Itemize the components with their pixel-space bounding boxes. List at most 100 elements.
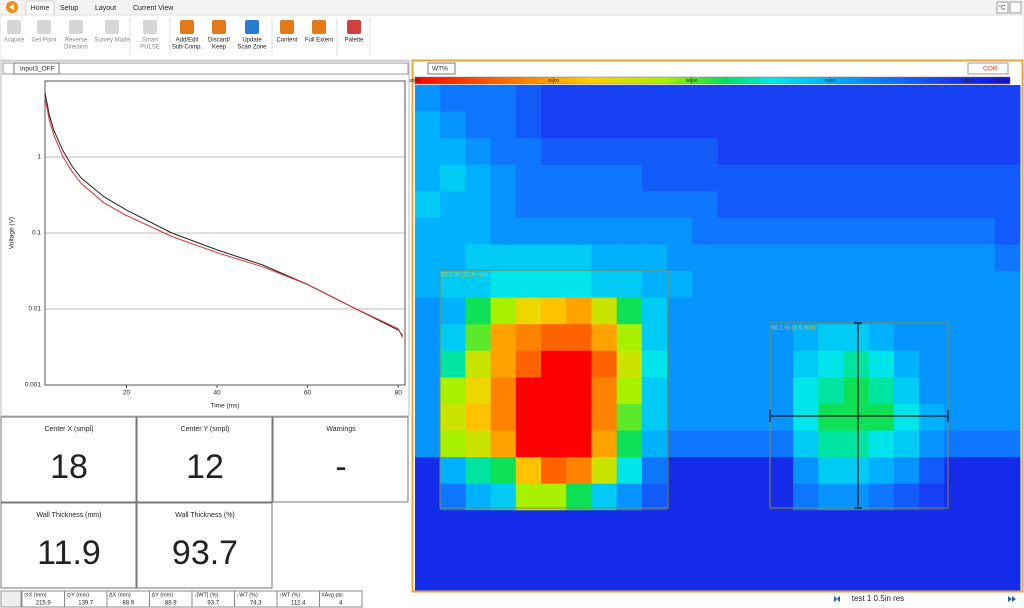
ribbon-button[interactable]: Content xyxy=(276,20,298,44)
heat-cell xyxy=(616,536,643,564)
heat-cell xyxy=(641,350,668,378)
heat-cell xyxy=(616,244,643,272)
heat-cell xyxy=(944,85,971,113)
heat-cell xyxy=(742,350,769,378)
heat-cell xyxy=(541,510,567,538)
tab[interactable]: Setup xyxy=(60,5,78,12)
heat-cell xyxy=(893,377,920,405)
heat-cell xyxy=(868,510,895,538)
heat-cell xyxy=(919,457,945,485)
heat-cell xyxy=(566,563,592,591)
measure-dropdown[interactable] xyxy=(427,62,456,75)
heat-cell xyxy=(591,430,618,458)
button-label: PULSE xyxy=(140,45,160,51)
heat-cell xyxy=(490,271,517,299)
x-axis-label: Time (ms) xyxy=(210,403,239,410)
heat-cell xyxy=(667,457,693,485)
heat-cell xyxy=(566,457,592,485)
heat-cell xyxy=(591,457,618,485)
heat-cell xyxy=(641,536,668,564)
heat-cell xyxy=(969,244,996,272)
heat-cell xyxy=(767,510,794,538)
heat-cell xyxy=(944,244,971,272)
heat-cell xyxy=(868,138,895,166)
heat-cell xyxy=(818,350,845,378)
heat-cell xyxy=(465,324,492,352)
ribbon-button[interactable]: Get Point xyxy=(31,20,57,44)
heat-cell xyxy=(818,85,845,113)
next-button[interactable] xyxy=(1008,596,1016,602)
heat-cell xyxy=(994,536,1021,564)
heat-cell xyxy=(893,536,920,564)
button-label: Discard/ xyxy=(208,38,230,44)
cor-button[interactable] xyxy=(967,62,1009,75)
channel-dropdown[interactable] xyxy=(13,62,60,75)
x-tick-label: 60 xyxy=(304,390,312,397)
heat-cell xyxy=(692,111,718,139)
heat-cell xyxy=(415,536,441,564)
heat-cell xyxy=(767,563,794,591)
heat-cell xyxy=(667,271,693,299)
unit-button[interactable] xyxy=(996,1,1009,14)
heat-cell xyxy=(465,457,492,485)
color-scale xyxy=(414,76,1011,85)
heat-cell xyxy=(818,164,845,192)
heat-cell xyxy=(994,164,1021,192)
heat-cell xyxy=(818,271,845,299)
y-tick-label: 1 xyxy=(37,154,41,161)
region-box[interactable] xyxy=(439,269,669,509)
button-label: Acquire xyxy=(4,38,25,44)
tab[interactable]: Layout xyxy=(95,5,116,12)
table-header: ↓WT (%) xyxy=(237,592,258,598)
heat-cell xyxy=(843,563,870,591)
heat-cell xyxy=(994,111,1021,139)
heat-cell xyxy=(994,483,1021,511)
ribbon-button[interactable]: Full Extent xyxy=(305,20,334,44)
heat-cell xyxy=(692,324,718,352)
settings-button[interactable] xyxy=(1009,1,1022,14)
scan-name: test 1 0.5in res xyxy=(852,594,904,603)
ribbon-button[interactable]: Palette xyxy=(345,20,364,44)
heat-cell xyxy=(515,111,542,139)
heat-cell xyxy=(465,377,492,405)
heat-cell xyxy=(415,430,441,458)
heat-cell xyxy=(667,111,693,139)
tab[interactable]: Home xyxy=(31,5,50,12)
heat-cell xyxy=(440,191,466,219)
heat-cell xyxy=(566,324,592,352)
button-icon xyxy=(7,20,21,34)
heat-cell xyxy=(616,85,643,113)
heat-cell xyxy=(843,377,870,405)
ribbon-button[interactable]: Acquire xyxy=(4,20,25,44)
heat-cell xyxy=(641,297,668,325)
heat-cell xyxy=(994,563,1021,591)
heat-cell xyxy=(919,563,945,591)
ribbon-button[interactable]: Discard/Keep xyxy=(208,20,230,51)
button-icon xyxy=(69,20,83,34)
button-icon xyxy=(245,20,259,34)
heat-cell xyxy=(440,483,466,511)
table-menu[interactable] xyxy=(0,590,22,608)
heat-cell xyxy=(793,85,819,113)
heat-cell xyxy=(969,297,996,325)
heat-cell xyxy=(717,271,744,299)
heat-cell xyxy=(591,536,618,564)
heat-cell xyxy=(667,297,693,325)
heat-cell xyxy=(994,430,1021,458)
heat-cell xyxy=(893,217,920,245)
heat-cell xyxy=(919,217,945,245)
ribbon-button[interactable]: Survey Mode xyxy=(94,20,130,44)
heat-cell xyxy=(440,85,466,113)
prev-button[interactable] xyxy=(834,596,840,602)
heat-cell xyxy=(667,536,693,564)
heat-cell xyxy=(541,403,567,432)
button-icon xyxy=(180,20,194,34)
tile-value: 18 xyxy=(50,448,88,486)
heat-cell xyxy=(793,244,819,272)
heat-cell xyxy=(490,483,517,511)
tab[interactable]: Current View xyxy=(133,5,174,12)
